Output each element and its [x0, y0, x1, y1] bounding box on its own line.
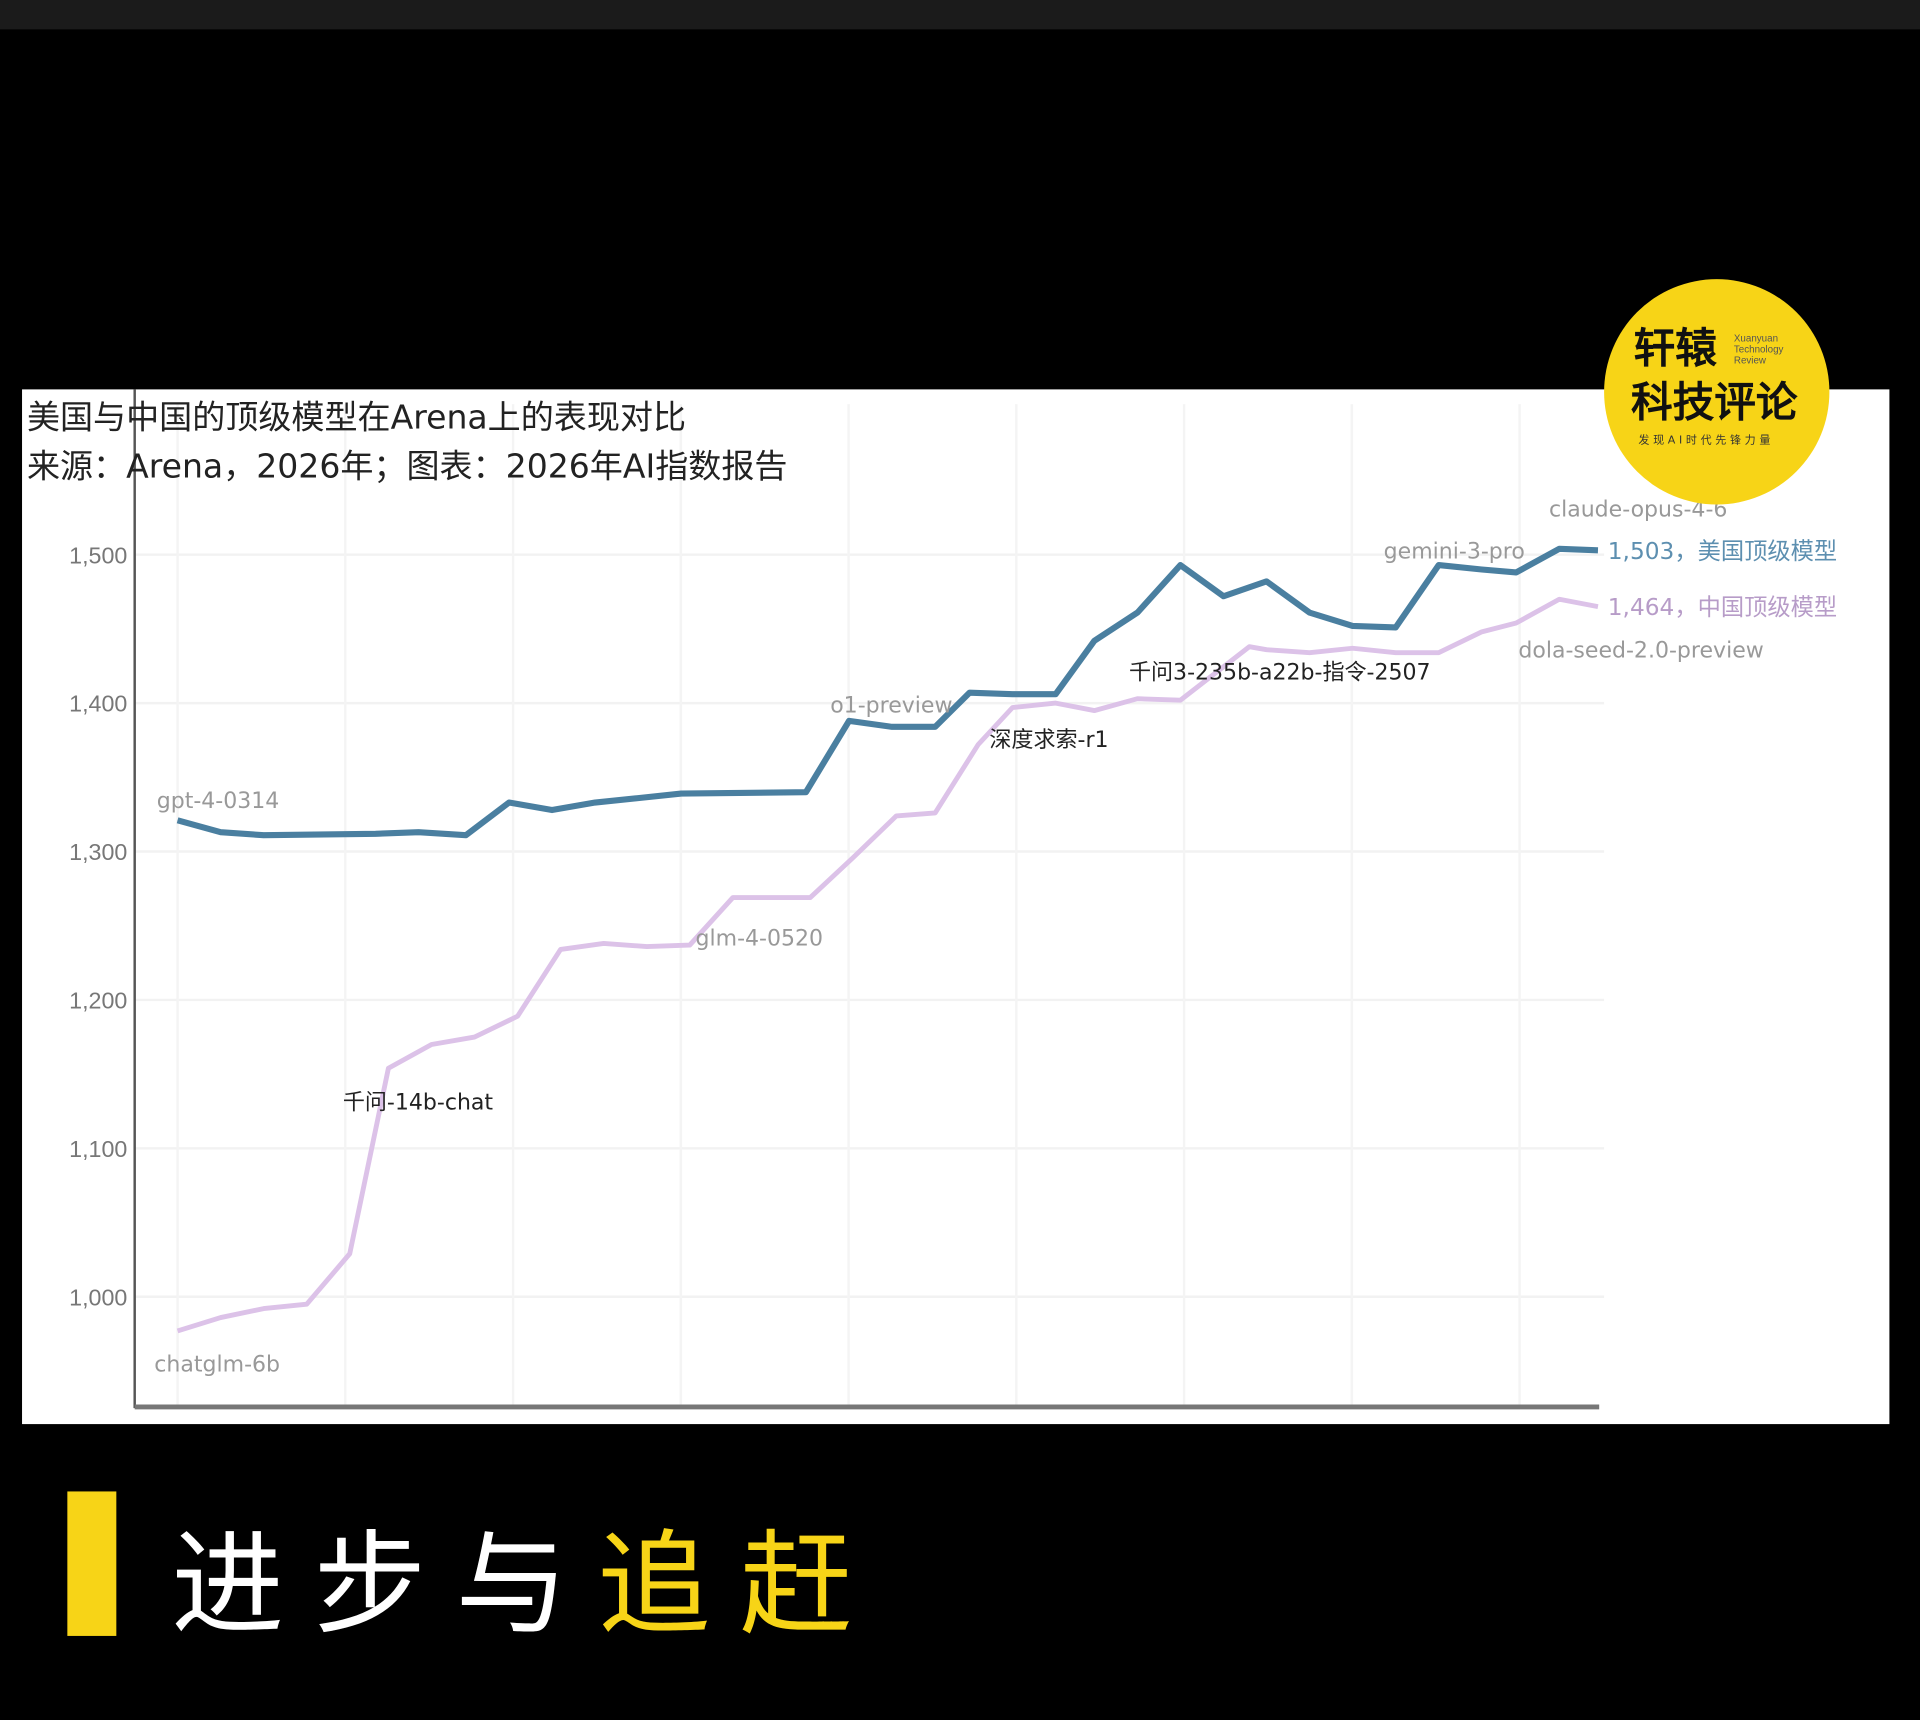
logo-line1: 轩辕: [1633, 324, 1717, 374]
series-end-label: 1,464，中国顶级模型: [1608, 594, 1837, 621]
annotation-label: o1-preview: [830, 694, 952, 719]
top-bar: [0, 0, 1920, 30]
logo-english: Xuanyuan Technology Review: [1733, 333, 1784, 367]
caption-accent-bar: [67, 1491, 117, 1636]
chart-source: 来源：Arena，2026年；图表：2026年AI指数报告: [26, 448, 788, 487]
y-tick-label: 1,000: [69, 1284, 127, 1310]
annotation-label: 千问3-235b-a22b-指令-2507: [1129, 661, 1431, 686]
y-tick-label: 1,100: [69, 1136, 127, 1162]
annotation-label: 千问-14b-chat: [343, 1090, 494, 1115]
annotation-label: chatglm-6b: [154, 1352, 280, 1377]
logo-slogan: 发现AI时代先锋力量: [1638, 434, 1775, 447]
annotation-label: gemini-3-pro: [1384, 539, 1525, 564]
chart-title: 美国与中国的顶级模型在Arena上的表现对比: [26, 399, 687, 438]
series-end-label: 1,503，美国顶级模型: [1608, 538, 1837, 565]
y-tick-label: 1,400: [69, 691, 127, 717]
caption-part2: 追赶: [597, 1519, 882, 1651]
y-tick-label: 1,500: [69, 542, 127, 568]
y-tick-label: 1,300: [69, 839, 127, 865]
y-tick-label: 1,200: [69, 987, 127, 1013]
chart-title-block: 美国与中国的顶级模型在Arena上的表现对比 来源：Arena，2026年；图表…: [27, 394, 788, 492]
brand-logo: 轩辕 Xuanyuan Technology Review 科技评论 发现AI时…: [1604, 279, 1830, 505]
annotation-label: 深度求索-r1: [989, 728, 1108, 753]
annotation-label: glm-4-0520: [696, 926, 824, 951]
series-line-us: [176, 545, 1599, 839]
series-line-cn: [176, 596, 1599, 1334]
annotation-label: gpt-4-0314: [157, 789, 280, 814]
annotation-label: dola-seed-2.0-preview: [1518, 639, 1763, 664]
chart-panel: [22, 389, 1890, 1425]
caption-part1: 进步与: [171, 1519, 598, 1651]
caption: 进步与追赶: [171, 1494, 881, 1657]
logo-line2: 科技评论: [1631, 378, 1798, 428]
